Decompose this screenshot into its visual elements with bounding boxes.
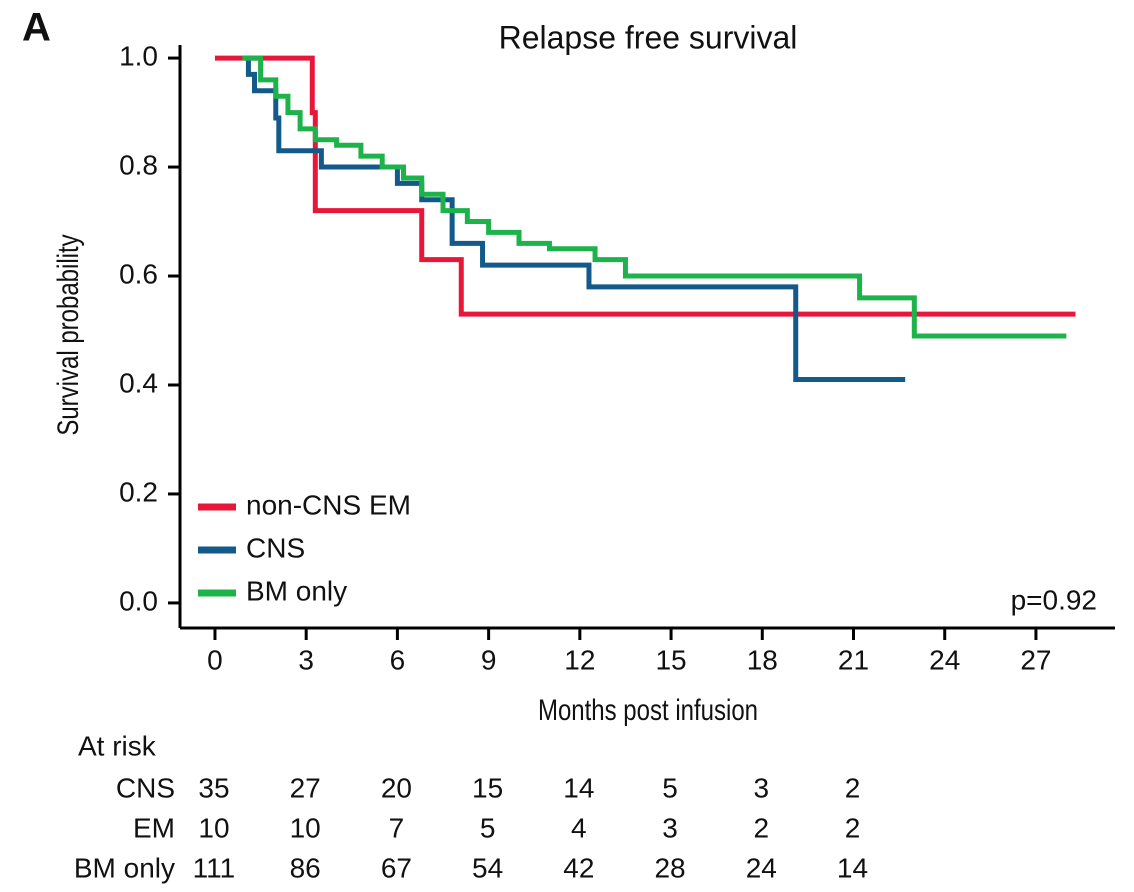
x-tick-label: 9: [481, 644, 497, 675]
x-tick-label: 15: [655, 644, 686, 675]
at-risk-count: 3: [662, 812, 678, 843]
y-tick-label: 0.2: [119, 476, 158, 507]
legend-label: CNS: [246, 532, 305, 563]
x-tick-label: 3: [298, 644, 314, 675]
at-risk-count: 5: [480, 812, 496, 843]
at-risk-count: 2: [845, 812, 861, 843]
p-value: p=0.92: [1011, 584, 1097, 615]
at-risk-count: 2: [753, 812, 769, 843]
at-risk-count: 14: [837, 852, 868, 883]
at-risk-count: 4: [571, 812, 587, 843]
x-tick-label: 0: [207, 644, 223, 675]
y-tick-label: 1.0: [119, 40, 158, 71]
x-axis-label: Months post infusion: [538, 692, 758, 726]
y-axis-label: Survival probability: [50, 234, 84, 436]
at-risk-count: 3: [753, 772, 769, 803]
at-risk-count: 24: [746, 852, 777, 883]
at-risk-count: 5: [662, 772, 678, 803]
at-risk-count: 111: [193, 852, 236, 883]
y-tick-label: 0.4: [119, 367, 158, 398]
y-tick-label: 0.6: [119, 258, 158, 289]
chart-title: Relapse free survival: [499, 19, 798, 55]
at-risk-count: 10: [198, 812, 229, 843]
survival-curve: [245, 55, 906, 383]
x-tick-label: 18: [747, 644, 778, 675]
legend-label: BM only: [246, 575, 347, 606]
at-risk-row-label: EM: [133, 812, 175, 843]
at-risk-count: 67: [381, 852, 412, 883]
at-risk-row-label: CNS: [116, 772, 175, 803]
x-tick-label: 12: [564, 644, 595, 675]
at-risk-count: 20: [381, 772, 412, 803]
at-risk-count: 86: [290, 852, 321, 883]
y-tick-label: 0.8: [119, 149, 158, 180]
at-risk-count: 7: [389, 812, 405, 843]
at-risk-count: 14: [563, 772, 594, 803]
at-risk-count: 27: [290, 772, 321, 803]
at-risk-count: 54: [472, 852, 503, 883]
survival-curve: [242, 55, 1067, 339]
at-risk-count: 10: [290, 812, 321, 843]
at-risk-count: 28: [654, 852, 685, 883]
x-tick-label: 21: [838, 644, 869, 675]
legend-label: non-CNS EM: [246, 489, 411, 520]
panel-label: A: [22, 6, 51, 50]
x-tick-label: 27: [1020, 644, 1051, 675]
x-tick-label: 24: [929, 644, 960, 675]
at-risk-title: At risk: [78, 730, 157, 761]
at-risk-count: 2: [845, 772, 861, 803]
at-risk-count: 15: [472, 772, 503, 803]
at-risk-row-label: BM only: [74, 852, 175, 883]
survival-curve: [214, 55, 1076, 317]
at-risk-count: 42: [563, 852, 594, 883]
y-tick-label: 0.0: [119, 585, 158, 616]
at-risk-count: 35: [198, 772, 229, 803]
x-tick-label: 6: [390, 644, 406, 675]
